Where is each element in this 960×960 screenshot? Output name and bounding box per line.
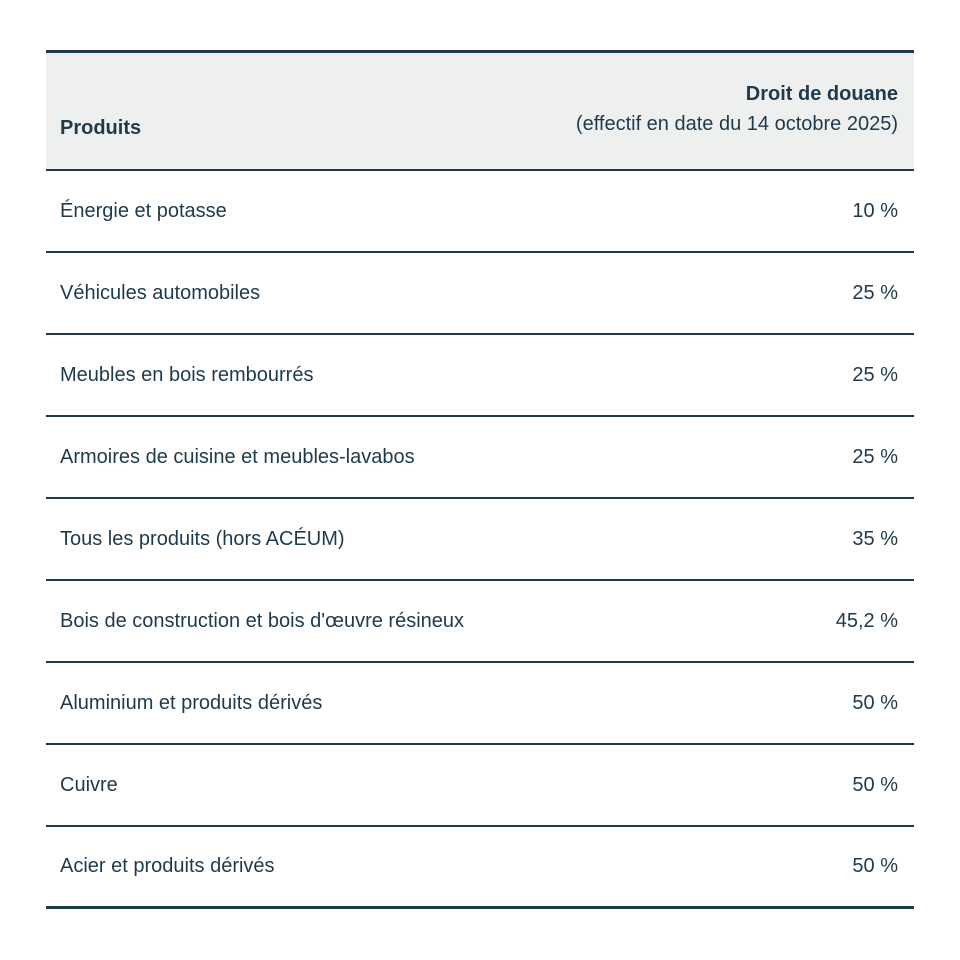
tariff-cell: 25 % (852, 281, 898, 304)
column-header-tariff: Droit de douane (effectif en date du 14 … (576, 79, 898, 139)
product-cell: Bois de construction et bois d'œuvre rés… (60, 609, 465, 632)
table-row: Acier et produits dérivés 50 % (46, 827, 914, 909)
table-row: Aluminium et produits dérivés 50 % (46, 663, 914, 745)
product-cell: Meubles en bois rembourrés (60, 363, 314, 386)
product-cell: Tous les produits (hors ACÉUM) (60, 527, 345, 550)
product-cell: Énergie et potasse (60, 199, 227, 222)
tariff-cell: 50 % (852, 773, 898, 796)
tariff-cell: 50 % (852, 691, 898, 714)
table-row: Énergie et potasse 10 % (46, 171, 914, 253)
table-row: Meubles en bois rembourrés 25 % (46, 335, 914, 417)
tariff-table: Produits Droit de douane (effectif en da… (46, 50, 914, 909)
table-row: Véhicules automobiles 25 % (46, 253, 914, 335)
product-cell: Cuivre (60, 773, 118, 796)
table-row: Tous les produits (hors ACÉUM) 35 % (46, 499, 914, 581)
column-header-tariff-title: Droit de douane (745, 83, 898, 105)
tariff-cell: 35 % (852, 527, 898, 550)
tariff-cell: 45,2 % (835, 609, 898, 632)
product-cell: Véhicules automobiles (60, 281, 261, 304)
table-row: Armoires de cuisine et meubles-lavabos 2… (46, 417, 914, 499)
product-cell: Aluminium et produits dérivés (60, 691, 323, 714)
product-cell: Armoires de cuisine et meubles-lavabos (60, 445, 415, 468)
tariff-cell: 25 % (852, 445, 898, 468)
column-header-tariff-subtitle: (effectif en date du 14 octobre 2025) (575, 113, 898, 135)
table-row: Bois de construction et bois d'œuvre rés… (46, 581, 914, 663)
column-header-products: Produits (60, 117, 142, 139)
tariff-cell: 10 % (852, 199, 898, 222)
table-header-row: Produits Droit de douane (effectif en da… (46, 50, 914, 171)
tariff-cell: 50 % (852, 855, 898, 877)
tariff-cell: 25 % (852, 363, 898, 386)
product-cell: Acier et produits dérivés (60, 855, 275, 877)
table-row: Cuivre 50 % (46, 745, 914, 827)
